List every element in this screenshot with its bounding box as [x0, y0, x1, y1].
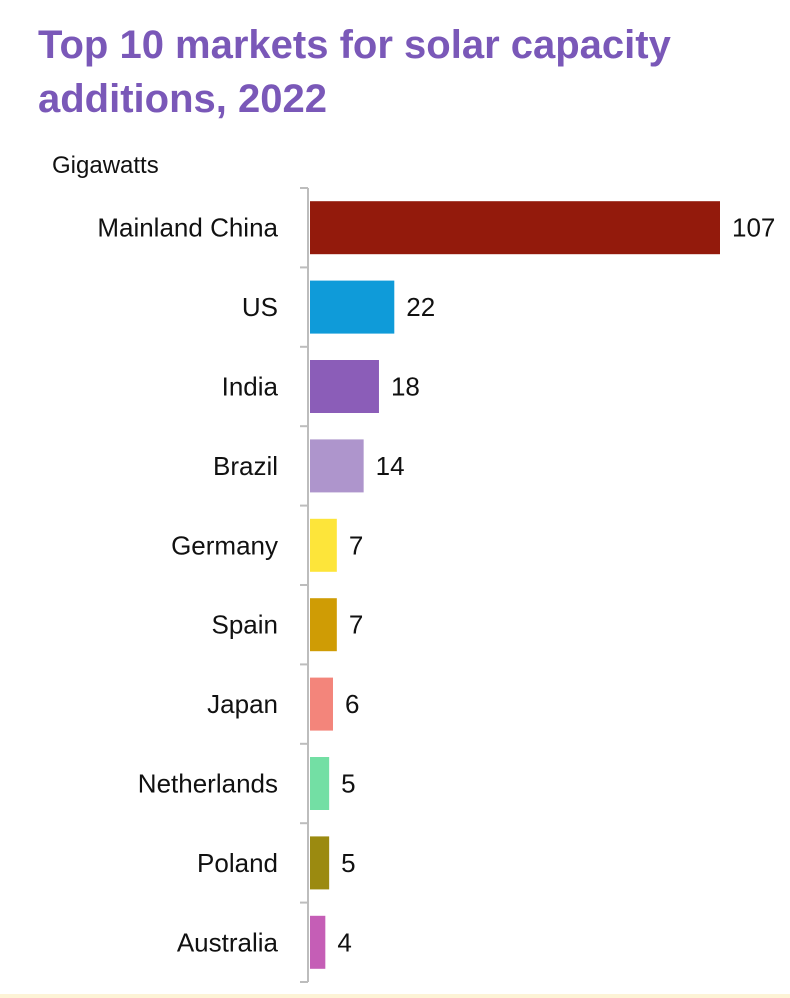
bar: [310, 677, 333, 731]
value-label: 7: [349, 610, 363, 640]
bottom-band: [0, 994, 790, 998]
chart-title: Top 10 markets for solar capacity additi…: [38, 23, 671, 121]
bar: [310, 836, 330, 890]
bar: [310, 757, 330, 810]
category-label: Brazil: [213, 451, 278, 481]
value-label: 5: [341, 769, 355, 799]
bars-group: [310, 201, 720, 969]
category-label: Australia: [177, 927, 279, 957]
value-label: 22: [406, 292, 435, 322]
category-label: Mainland China: [97, 213, 278, 243]
category-label: Spain: [212, 610, 279, 640]
bar: [310, 439, 364, 493]
value-label: 4: [337, 927, 351, 957]
bar: [310, 280, 395, 334]
unit-label: Gigawatts: [52, 152, 159, 179]
axis-group: [300, 187, 309, 983]
value-label: 6: [345, 689, 359, 719]
value-label: 7: [349, 530, 363, 560]
bar: [310, 915, 326, 969]
bar: [310, 518, 337, 572]
bar: [310, 598, 337, 652]
value-label: 107: [732, 213, 775, 243]
category-label: US: [242, 292, 278, 322]
category-label: Japan: [207, 689, 278, 719]
category-label: Poland: [197, 848, 278, 878]
labels-group: Mainland China 107 US 22 India 18 Brazil 14 Germ…: [97, 213, 775, 958]
bar: [310, 360, 379, 413]
value-label: 14: [376, 451, 405, 481]
category-label: Germany: [171, 530, 278, 560]
bar: [310, 201, 720, 255]
category-label: India: [222, 372, 279, 402]
category-label: Netherlands: [138, 769, 278, 799]
value-label: 5: [341, 848, 355, 878]
value-label: 18: [391, 372, 420, 402]
